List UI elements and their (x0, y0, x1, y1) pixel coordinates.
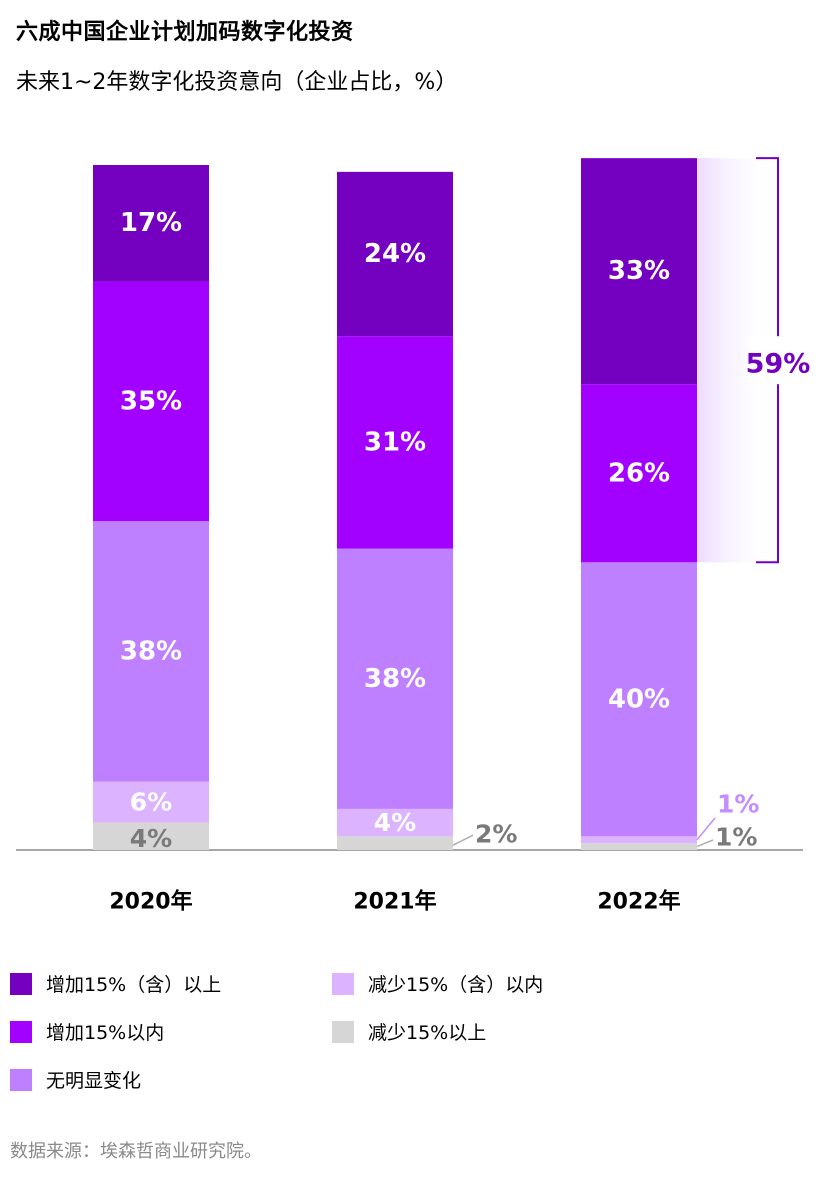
data-label: 31% (364, 427, 426, 457)
annotation-label: 59% (746, 349, 811, 380)
legend-swatch (10, 1020, 32, 1043)
legend-label: 增加15%（含）以上 (46, 974, 222, 996)
data-label: 33% (608, 256, 670, 286)
data-label: 1% (717, 790, 759, 819)
legend-swatch (10, 972, 32, 995)
bar-segment (581, 384, 697, 563)
data-label: 17% (120, 208, 182, 238)
bar-segment (581, 562, 697, 837)
category-label: 2021年 (353, 889, 436, 915)
data-label: 2% (475, 820, 517, 849)
leader-line (696, 839, 714, 848)
chart-title: 六成中国企业计划加码数字化投资 (16, 20, 354, 45)
bar-segment (93, 822, 209, 850)
legend-item-increase-15-plus: 增加15%（含）以上 (10, 970, 221, 997)
data-label: 35% (120, 386, 182, 416)
legend-item-decrease-15-plus: 减少15%以上 (332, 1018, 486, 1045)
legend-label: 增加15%以内 (46, 1022, 165, 1044)
data-label: 38% (364, 664, 426, 694)
bar-segment (93, 521, 209, 782)
bar-segment (337, 548, 453, 809)
data-label: 26% (608, 458, 670, 488)
legend-item-decrease-within-15: 减少15%（含）以内 (332, 970, 543, 997)
leader-line (452, 834, 474, 846)
legend-swatch (332, 1020, 354, 1043)
bar-segment (337, 171, 453, 337)
data-label: 40% (608, 684, 670, 714)
bar-segment (337, 336, 453, 549)
data-label: 4% (374, 808, 416, 837)
legend-label: 无明显变化 (46, 1070, 142, 1092)
bar-segment (337, 808, 453, 837)
data-label: 4% (130, 824, 172, 853)
legend-label: 减少15%（含）以内 (368, 974, 544, 996)
bar-segment (93, 781, 209, 823)
bar-segment (581, 836, 697, 844)
source-note: 数据来源：埃森哲商业研究院。 (10, 1141, 262, 1162)
bar-segment (93, 281, 209, 522)
legend-swatch (332, 972, 354, 995)
legend-label: 减少15%以上 (368, 1022, 487, 1044)
leader-line (696, 817, 716, 841)
bar-segment (581, 843, 697, 850)
data-label: 24% (364, 239, 426, 269)
data-label: 1% (715, 823, 757, 852)
category-label: 2020年 (109, 889, 192, 915)
data-label: 38% (120, 636, 182, 666)
bar-segment (337, 836, 453, 850)
legend-item-no-change: 无明显变化 (10, 1066, 141, 1093)
category-label: 2022年 (597, 889, 680, 915)
bar-segment (93, 165, 209, 282)
chart-subtitle: 未来1~2年数字化投资意向（企业占比，%） (16, 70, 458, 95)
stacked-bar-chart: 4% 6% 38% 35% 17% 2020年 2% 4% 38% 31% 24% 2021年 1% 1%… (16, 157, 811, 915)
legend-item-increase-within-15: 增加15%以内 (10, 1018, 164, 1045)
data-label: 6% (130, 788, 172, 817)
bar-segment (581, 158, 697, 385)
legend-swatch (10, 1068, 32, 1091)
annotation-label-bg (748, 336, 808, 385)
